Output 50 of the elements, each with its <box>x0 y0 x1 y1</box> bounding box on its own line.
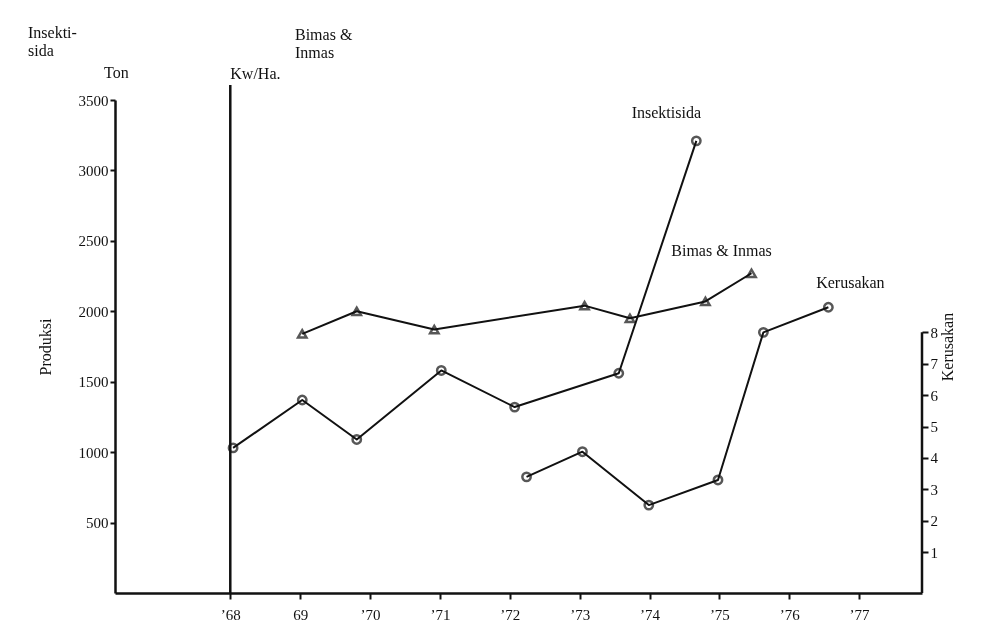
point <box>624 313 636 324</box>
point <box>351 306 363 317</box>
point <box>746 268 757 279</box>
point <box>757 326 769 338</box>
x-tick-label: ’74 <box>640 606 661 623</box>
x-tick-label: ’75 <box>709 606 730 623</box>
point <box>613 367 625 379</box>
y2-tick-label: 8 <box>930 324 938 341</box>
y-tick-label: 500 <box>86 515 109 532</box>
y2-tick-label: 2 <box>930 513 938 530</box>
x-tick-label: ’73 <box>570 606 591 623</box>
point <box>699 296 711 307</box>
point <box>577 446 588 458</box>
y2-tick-label: 3 <box>930 481 938 498</box>
x-tick-label: 69 <box>293 606 309 623</box>
text: Bimas & Inmas <box>295 26 353 61</box>
y-tick-label: 1500 <box>78 374 109 391</box>
x-tick-label: ’70 <box>360 606 381 623</box>
point <box>296 394 308 406</box>
point <box>643 499 655 511</box>
point <box>296 328 308 339</box>
y-tick-label: 2000 <box>78 303 109 320</box>
y-tick-label: 1000 <box>78 444 109 461</box>
point <box>509 401 521 413</box>
point <box>351 434 363 445</box>
y2-tick-label: 7 <box>930 356 939 373</box>
y-tick-label: 2500 <box>78 233 109 250</box>
y-tick-label: 3000 <box>78 162 109 179</box>
x-tick-label: ’77 <box>849 606 871 623</box>
text: Insekti- sida <box>28 24 77 59</box>
y2-tick-label: 5 <box>930 419 938 436</box>
point <box>712 474 724 486</box>
x-tick-label: ’68 <box>220 606 241 623</box>
point <box>435 365 447 376</box>
ref-line-label: Kw/Ha. <box>230 65 281 82</box>
y2-axis-title: Kerusakan <box>939 312 956 382</box>
point <box>428 324 440 335</box>
x-tick-label: ’72 <box>500 606 521 623</box>
y2-tick-label: 4 <box>930 450 939 467</box>
text: Ton <box>104 64 129 81</box>
series-label: Bimas & Inmas <box>671 242 772 260</box>
y2-tick-label: 6 <box>930 387 939 404</box>
point <box>579 300 590 311</box>
y2-tick-label: 1 <box>930 544 938 561</box>
x-tick-label: ’71 <box>430 606 451 623</box>
y-tick-label: 3500 <box>78 92 109 109</box>
series-label: Insektisida <box>631 103 701 121</box>
series-label: Kerusakan <box>816 274 885 292</box>
x-tick-label: ’76 <box>779 606 801 623</box>
y-axis-title: Produksi <box>36 318 54 376</box>
